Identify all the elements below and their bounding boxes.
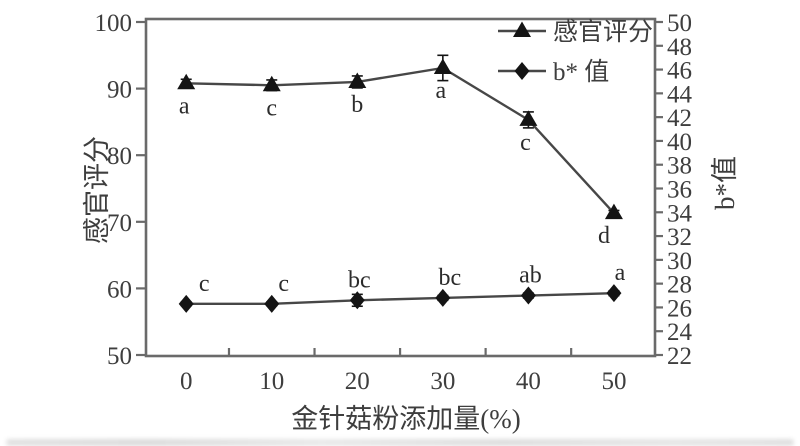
significance-letter: a: [615, 260, 626, 286]
significance-letter: c: [199, 271, 210, 297]
data-point-marker: [178, 294, 194, 313]
data-point-marker: [349, 291, 365, 310]
legend: 感官评分 b* 值: [498, 18, 653, 86]
x-axis-tick-label: 10: [259, 368, 284, 395]
significance-letter: a: [436, 78, 447, 104]
legend-label: b* 值: [553, 58, 609, 86]
significance-letter: c: [278, 271, 289, 297]
data-point-marker: [604, 203, 623, 220]
left-axis: 50 60 70 80 90 100: [95, 10, 146, 370]
right-axis-tick-label: 48: [667, 34, 692, 61]
legend-entry: b* 值: [498, 58, 609, 86]
right-axis-tick-label: 40: [667, 129, 692, 156]
right-axis-tick-label: 44: [667, 81, 693, 108]
right-axis-tick-label: 32: [667, 224, 692, 251]
left-axis-tick-label: 50: [107, 343, 132, 370]
x-axis: 0 10 20 30 40 50: [180, 348, 626, 395]
scan-artifact: [6, 439, 794, 446]
significance-letter: d: [598, 223, 610, 249]
legend-label: 感官评分: [553, 18, 653, 46]
significance-letter: b: [351, 92, 363, 118]
right-axis-title: b*值: [710, 156, 740, 210]
data-point-marker: [435, 288, 451, 307]
series-line: [186, 66, 615, 214]
x-axis-tick-label: 20: [345, 368, 370, 395]
data-point-marker: [519, 110, 538, 126]
left-axis-tick-label: 80: [107, 143, 132, 170]
right-axis-tick-label: 26: [667, 295, 692, 322]
left-axis-tick-label: 60: [107, 276, 132, 303]
legend-entry: 感官评分: [498, 18, 653, 46]
significance-letter: c: [520, 130, 531, 156]
right-axis-tick-label: 42: [667, 105, 692, 132]
left-axis-tick-label: 90: [107, 77, 132, 104]
series-b-star: c c bc bc ab a: [178, 260, 626, 313]
right-axis-tick-label: 24: [667, 319, 693, 346]
right-axis-tick-label: 34: [667, 200, 693, 227]
data-point-marker: [606, 284, 622, 303]
series-line: [186, 291, 614, 306]
left-axis-tick-label: 100: [95, 10, 133, 37]
right-axis-tick-label: 36: [667, 177, 692, 204]
significance-letter: a: [179, 93, 190, 119]
right-axis-tick-label: 38: [667, 153, 692, 180]
right-axis-tick-label: 50: [667, 10, 692, 37]
data-point-marker: [262, 75, 281, 92]
x-axis-tick-label: 0: [180, 368, 193, 395]
data-point-marker: [433, 58, 452, 74]
significance-letter: ab: [519, 263, 542, 289]
x-axis-title: 金针菇粉添加量(%): [291, 404, 520, 434]
legend-diamond-icon: [514, 62, 530, 80]
significance-letter: c: [266, 95, 277, 121]
right-axis-tick-label: 22: [667, 343, 692, 370]
significance-letter: bc: [348, 267, 371, 293]
data-point-marker: [348, 72, 367, 88]
x-axis-tick-label: 30: [430, 368, 455, 395]
left-axis-title: 感官评分: [82, 136, 112, 244]
left-axis-tick-label: 70: [107, 210, 132, 237]
data-point-marker: [177, 73, 196, 90]
data-point-marker: [520, 286, 536, 305]
right-axis-tick-label: 28: [667, 272, 692, 299]
right-axis-tick-label: 46: [667, 58, 692, 85]
legend-triangle-icon: [513, 21, 531, 37]
series-sensory-score: a c b a c d: [177, 54, 623, 249]
x-axis-tick-label: 40: [516, 368, 541, 395]
right-axis-tick-label: 30: [667, 248, 692, 275]
x-axis-tick-label: 50: [601, 368, 626, 395]
significance-letter: bc: [439, 265, 462, 291]
data-point-marker: [264, 294, 280, 313]
